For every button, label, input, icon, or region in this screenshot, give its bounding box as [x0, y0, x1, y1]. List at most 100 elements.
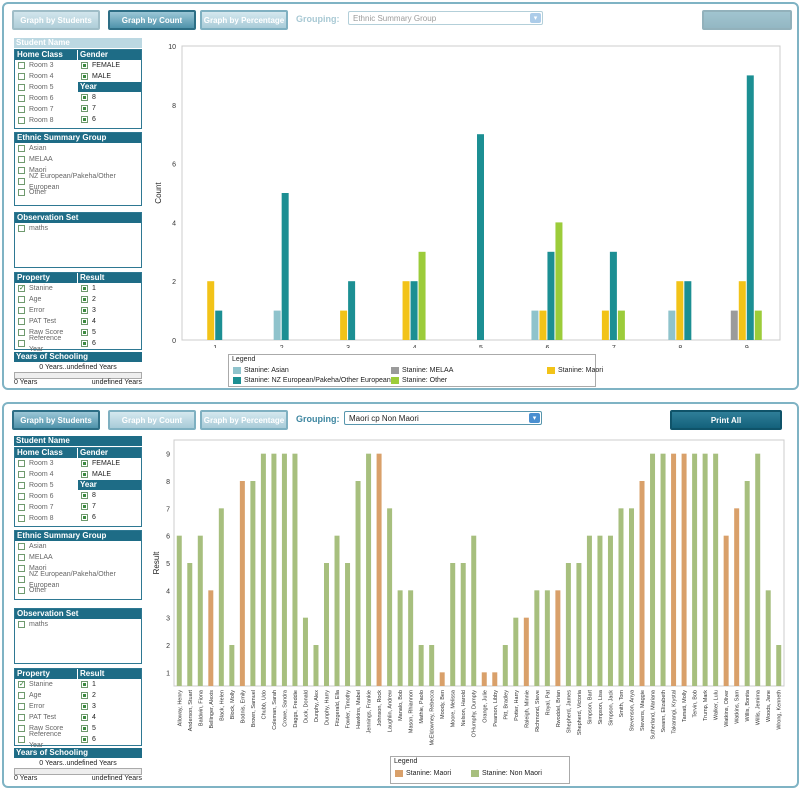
result-checkbox[interactable] — [81, 329, 88, 336]
room-item[interactable]: Room 6 — [15, 93, 77, 104]
result-checkbox[interactable] — [81, 692, 88, 699]
property-item[interactable]: PAT Test — [15, 712, 77, 723]
property-item[interactable]: Reference Year — [15, 731, 77, 749]
ethnic-group-checkbox[interactable] — [18, 189, 25, 196]
gender-checkbox[interactable] — [81, 471, 88, 478]
gender-checkbox[interactable] — [81, 73, 88, 80]
property-item[interactable]: Raw Score — [15, 723, 77, 734]
graph-by-students-button[interactable]: Graph by Students — [12, 410, 100, 430]
ethnic-group-item[interactable]: MELAA — [15, 154, 141, 165]
property-checkbox[interactable] — [18, 340, 25, 347]
year-item[interactable]: 6 — [78, 114, 141, 125]
room-item[interactable]: Room 4 — [15, 469, 77, 480]
room-item[interactable]: Room 5 — [15, 82, 77, 93]
ethnic-group-checkbox[interactable] — [18, 554, 25, 561]
gender-checkbox[interactable] — [81, 460, 88, 467]
result-checkbox[interactable] — [81, 285, 88, 292]
year-item[interactable]: 6 — [78, 512, 141, 523]
property-checkbox[interactable] — [18, 736, 25, 743]
ethnic-group-checkbox[interactable] — [18, 156, 25, 163]
year-item[interactable]: 7 — [78, 501, 141, 512]
property-item[interactable]: PAT Test — [15, 316, 77, 327]
result-item[interactable]: 3 — [78, 305, 141, 316]
ethnic-group-item[interactable]: NZ European/Pakeha/Other European — [15, 571, 141, 589]
room-item[interactable]: Room 8 — [15, 115, 77, 126]
room-item[interactable]: Room 3 — [15, 60, 77, 71]
property-checkbox[interactable] — [18, 725, 25, 732]
gender-checkbox[interactable] — [81, 62, 88, 69]
ethnic-group-checkbox[interactable] — [18, 576, 25, 583]
result-checkbox[interactable] — [81, 714, 88, 721]
result-item[interactable]: 1 — [78, 283, 141, 294]
years-range-slider[interactable] — [14, 372, 142, 379]
graph-by-percentage-button[interactable]: Graph by Percentage — [200, 10, 288, 30]
property-checkbox[interactable] — [18, 692, 25, 699]
print-all-button-faded[interactable] — [702, 10, 792, 30]
room-checkbox[interactable] — [18, 84, 25, 91]
result-checkbox[interactable] — [81, 703, 88, 710]
result-item[interactable]: 4 — [78, 316, 141, 327]
property-item[interactable]: Reference Year — [15, 335, 77, 353]
result-checkbox[interactable] — [81, 318, 88, 325]
chevron-down-icon[interactable]: ▾ — [529, 413, 540, 423]
room-checkbox[interactable] — [18, 471, 25, 478]
property-item[interactable]: Error — [15, 305, 77, 316]
gender-item[interactable]: MALE — [78, 469, 141, 480]
property-checkbox[interactable] — [18, 283, 25, 294]
room-item[interactable]: Room 5 — [15, 480, 77, 491]
year-checkbox[interactable] — [81, 503, 88, 510]
result-item[interactable]: 2 — [78, 294, 141, 305]
room-item[interactable]: Room 7 — [15, 104, 77, 115]
ethnic-group-item[interactable]: Asian — [15, 541, 141, 552]
room-item[interactable]: Room 3 — [15, 458, 77, 469]
property-checkbox[interactable] — [18, 329, 25, 336]
result-checkbox[interactable] — [81, 725, 88, 732]
observation-checkbox[interactable] — [18, 225, 25, 232]
graph-by-percentage-button[interactable]: Graph by Percentage — [200, 410, 288, 430]
room-checkbox[interactable] — [18, 482, 25, 489]
graph-by-students-button[interactable]: Graph by Students — [12, 10, 100, 30]
property-checkbox[interactable] — [18, 714, 25, 721]
ethnic-group-item[interactable]: Maori — [15, 563, 141, 574]
gender-item[interactable]: MALE — [78, 71, 141, 82]
grouping-select[interactable]: Ethnic Summary Group ▾ — [348, 11, 543, 25]
property-checkbox[interactable] — [18, 307, 25, 314]
room-checkbox[interactable] — [18, 460, 25, 467]
ethnic-group-checkbox[interactable] — [18, 543, 25, 550]
property-checkbox[interactable] — [18, 296, 25, 303]
property-checkbox[interactable] — [18, 679, 25, 690]
observation-checkbox[interactable] — [18, 621, 25, 628]
property-item[interactable]: Raw Score — [15, 327, 77, 338]
room-checkbox[interactable] — [18, 95, 25, 102]
year-checkbox[interactable] — [81, 94, 88, 101]
ethnic-group-checkbox[interactable] — [18, 145, 25, 152]
property-item[interactable]: Error — [15, 701, 77, 712]
result-checkbox[interactable] — [81, 736, 88, 743]
room-checkbox[interactable] — [18, 62, 25, 69]
result-checkbox[interactable] — [81, 340, 88, 347]
property-item[interactable]: Stanine — [15, 679, 77, 690]
gender-item[interactable]: FEMALE — [78, 60, 141, 71]
property-checkbox[interactable] — [18, 703, 25, 710]
result-item[interactable]: 3 — [78, 701, 141, 712]
property-item[interactable]: Stanine — [15, 283, 77, 294]
print-all-button[interactable]: Print All — [670, 410, 782, 430]
year-checkbox[interactable] — [81, 514, 88, 521]
result-item[interactable]: 6 — [78, 338, 141, 349]
ethnic-group-item[interactable]: Asian — [15, 143, 141, 154]
grouping-select[interactable]: Maori cp Non Maori ▾ — [344, 411, 542, 425]
observation-item[interactable]: maths — [15, 223, 141, 234]
ethnic-group-checkbox[interactable] — [18, 565, 25, 572]
room-checkbox[interactable] — [18, 515, 25, 522]
room-checkbox[interactable] — [18, 117, 25, 124]
graph-by-count-button[interactable]: Graph by Count — [108, 10, 196, 30]
room-item[interactable]: Room 6 — [15, 491, 77, 502]
result-item[interactable]: 6 — [78, 734, 141, 745]
year-checkbox[interactable] — [81, 105, 88, 112]
result-item[interactable]: 5 — [78, 327, 141, 338]
year-item[interactable]: 7 — [78, 103, 141, 114]
property-item[interactable]: Age — [15, 294, 77, 305]
ethnic-group-item[interactable]: Maori — [15, 165, 141, 176]
ethnic-group-checkbox[interactable] — [18, 587, 25, 594]
room-checkbox[interactable] — [18, 493, 25, 500]
